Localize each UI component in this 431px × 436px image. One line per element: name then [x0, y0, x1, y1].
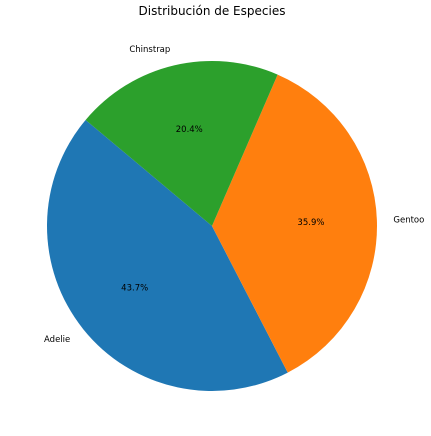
pie-slice-gentoo	[212, 74, 377, 373]
percent-label-chinstrap: 20.4%	[176, 125, 203, 135]
chart-title: Distribución de Especies	[139, 4, 286, 18]
slice-label-gentoo: Gentoo	[393, 215, 424, 225]
slice-label-chinstrap: Chinstrap	[129, 45, 170, 55]
slice-label-adelie: Adelie	[44, 335, 70, 345]
pie-slices	[46, 60, 377, 392]
pie-slice-adelie	[46, 119, 288, 392]
percent-label-gentoo: 35.9%	[297, 218, 324, 228]
pie-labels: Adelie 43.7% Gentoo 35.9% Chinstrap 20.4%	[44, 45, 424, 345]
percent-label-adelie: 43.7%	[121, 283, 148, 293]
pie-slice-chinstrap	[85, 60, 278, 226]
